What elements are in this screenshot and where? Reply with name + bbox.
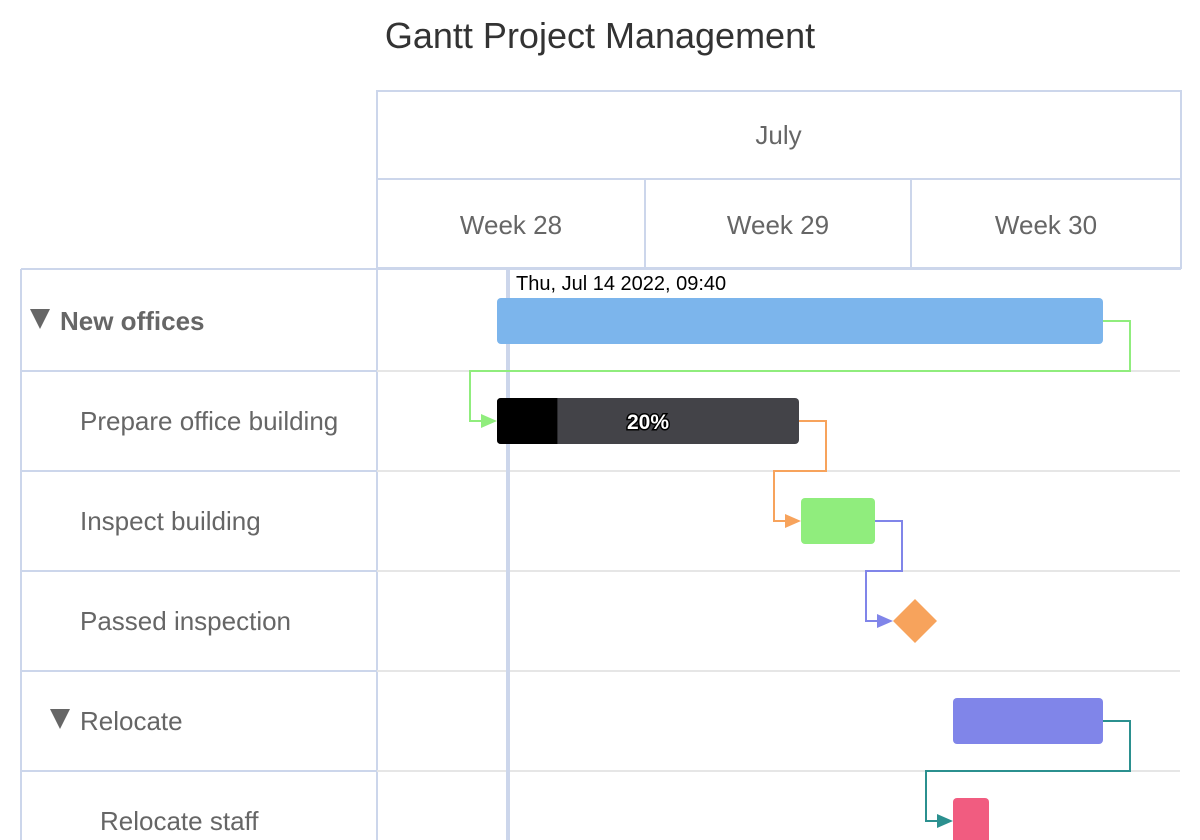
- task-label: Prepare office building: [80, 406, 338, 436]
- collapse-arrow-icon[interactable]: [50, 709, 70, 729]
- task-label: Inspect building: [80, 506, 261, 536]
- task-bar[interactable]: [953, 798, 989, 840]
- dependency-arrow-icon: [937, 814, 953, 828]
- chart-title: Gantt Project Management: [385, 15, 815, 56]
- task-label: Relocate staff: [100, 806, 259, 836]
- task-label[interactable]: New offices: [60, 306, 205, 336]
- dependency-connector: [469, 320, 1131, 422]
- dependency-arrow-icon: [481, 414, 497, 428]
- task-label[interactable]: Relocate: [80, 706, 183, 736]
- current-date-label: Thu, Jul 14 2022, 09:40: [516, 273, 726, 295]
- week-label-30: Week 30: [995, 210, 1097, 240]
- grid: [20, 91, 1181, 840]
- task-bar[interactable]: [953, 698, 1103, 744]
- task-bar[interactable]: [801, 498, 875, 544]
- task-bar[interactable]: [497, 398, 799, 444]
- timeline-header: July Week 28 Week 29 Week 30: [376, 90, 1182, 269]
- completed-label: 20%: [627, 411, 669, 434]
- dependency-connector: [773, 420, 827, 522]
- collapse-arrow-icon[interactable]: [30, 309, 50, 329]
- dependency-connector: [925, 720, 1131, 822]
- chart-plot-area: Thu, Jul 14 2022, 09:40 20%: [469, 270, 1131, 840]
- milestone-marker[interactable]: [893, 599, 937, 643]
- week-label-28: Week 28: [460, 210, 562, 240]
- task-bar[interactable]: [497, 298, 1103, 344]
- dependency-arrow-icon: [785, 514, 801, 528]
- completed-progress: [497, 398, 558, 444]
- month-label: July: [755, 120, 801, 150]
- task-label: Passed inspection: [80, 606, 291, 636]
- task-name-column: New offices Prepare office building Inspec…: [30, 306, 338, 836]
- dependency-connector: [865, 520, 903, 622]
- dependency-arrow-icon: [877, 614, 893, 628]
- week-label-29: Week 29: [727, 210, 829, 240]
